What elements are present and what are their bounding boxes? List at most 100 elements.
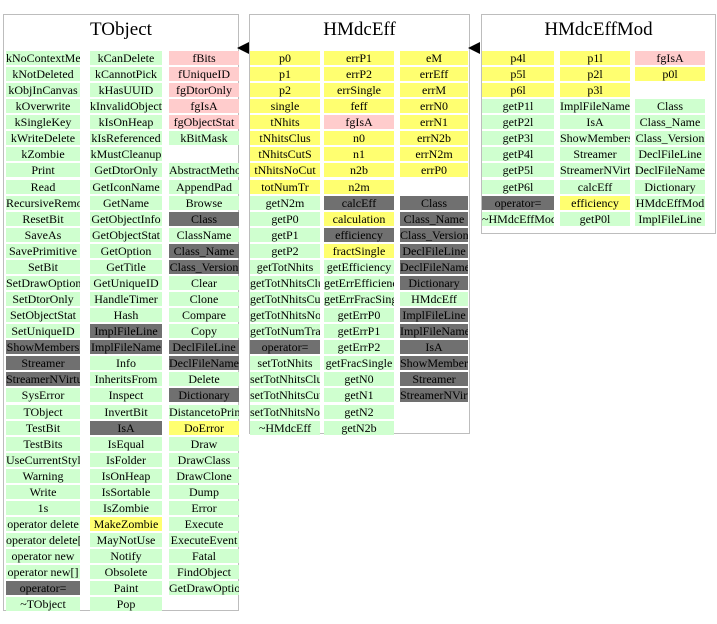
member-cell[interactable]: ClassName [169,228,239,242]
member-cell[interactable]: operator= [250,340,320,354]
member-cell[interactable]: IsA [560,115,630,129]
member-cell[interactable]: setTotNhitsCutS [250,388,320,402]
member-cell[interactable]: tNhitsNoCut [250,163,320,177]
member-cell[interactable]: getP2l [482,115,554,129]
member-cell[interactable]: AppendPad [169,180,239,194]
member-cell[interactable]: ExecuteEvent [169,533,239,547]
member-cell[interactable]: getErrFracSingle [324,292,394,306]
member-cell[interactable]: operator new [6,549,80,563]
member-cell[interactable]: n1 [324,147,394,161]
member-cell[interactable]: Delete [169,372,239,386]
member-cell[interactable]: fUniqueID [169,67,239,81]
member-cell[interactable]: efficiency [560,196,630,210]
member-cell[interactable]: DistancetoPrimitive [169,405,239,419]
member-cell[interactable]: kInvalidObject [90,99,162,113]
member-cell[interactable]: getTotNhitsCutS [250,292,320,306]
member-cell[interactable]: getN2 [324,405,394,419]
member-cell[interactable]: Fatal [169,549,239,563]
member-cell[interactable]: getTotNhitsNoCut [250,308,320,322]
member-cell[interactable]: fgIsA [324,115,394,129]
member-cell[interactable]: DeclFileName [635,163,705,177]
member-cell[interactable]: Info [90,356,162,370]
member-cell[interactable]: tNhitsCutS [250,147,320,161]
member-cell[interactable]: fractSingle [324,244,394,258]
member-cell[interactable]: ~TObject [6,597,80,611]
member-cell[interactable]: TestBit [6,421,80,435]
member-cell[interactable]: calculation [324,212,394,226]
member-cell[interactable]: errN1 [400,115,468,129]
member-cell[interactable]: Dictionary [169,388,239,402]
member-cell[interactable]: Class_Version [400,228,468,242]
member-cell[interactable]: p0l [635,67,705,81]
member-cell[interactable]: p0 [250,51,320,65]
member-cell[interactable]: ~HMdcEff [250,421,320,435]
member-cell[interactable]: p1l [560,51,630,65]
member-cell[interactable]: getErrP2 [324,340,394,354]
member-cell[interactable]: GetOption [90,244,162,258]
member-cell[interactable]: Class_Version [169,260,239,274]
member-cell[interactable]: kMustCleanup [90,147,162,161]
member-cell[interactable]: Dump [169,485,239,499]
member-cell[interactable]: Browse [169,196,239,210]
member-cell[interactable]: p1 [250,67,320,81]
member-cell[interactable]: getP6l [482,180,554,194]
member-cell[interactable]: efficiency [324,228,394,242]
member-cell[interactable]: ImplFileName [90,340,162,354]
member-cell[interactable]: Execute [169,517,239,531]
member-cell[interactable]: InvertBit [90,405,162,419]
member-cell[interactable]: ImplFileName [560,99,630,113]
member-cell[interactable]: p2l [560,67,630,81]
member-cell[interactable]: Class [400,196,468,210]
member-cell[interactable]: Notify [90,549,162,563]
member-cell[interactable]: setTotNhitsClus [250,372,320,386]
member-cell[interactable]: errN0 [400,99,468,113]
member-cell[interactable]: getN2m [250,196,320,210]
member-cell[interactable]: kBitMask [169,131,239,145]
member-cell[interactable]: DeclFileLine [400,244,468,258]
member-cell[interactable]: GetDrawOption [169,581,239,595]
member-cell[interactable]: n2b [324,163,394,177]
member-cell[interactable]: Compare [169,308,239,322]
member-cell[interactable]: Class_Name [635,115,705,129]
member-cell[interactable]: Read [6,180,80,194]
member-cell[interactable]: getP1l [482,99,554,113]
member-cell[interactable]: SetObjectStat [6,308,80,322]
member-cell[interactable]: IsFolder [90,453,162,467]
member-cell[interactable]: StreamerNVirtual [6,372,80,386]
member-cell[interactable]: DoError [169,421,239,435]
member-cell[interactable]: kOverwrite [6,99,80,113]
member-cell[interactable]: SetBit [6,260,80,274]
member-cell[interactable]: IsA [400,340,468,354]
member-cell[interactable]: totNumTr [250,180,320,194]
member-cell[interactable]: kSingleKey [6,115,80,129]
member-cell[interactable]: p5l [482,67,554,81]
member-cell[interactable]: feff [324,99,394,113]
member-cell[interactable]: DrawClone [169,469,239,483]
member-cell[interactable]: getP5l [482,163,554,177]
member-cell[interactable]: Class [169,212,239,226]
member-cell[interactable]: GetObjectInfo [90,212,162,226]
member-cell[interactable]: n2m [324,180,394,194]
member-cell[interactable]: Hash [90,308,162,322]
member-cell[interactable]: errSingle [324,83,394,97]
member-cell[interactable]: ImplFileLine [400,308,468,322]
member-cell[interactable]: GetTitle [90,260,162,274]
member-cell[interactable]: GetName [90,196,162,210]
member-cell[interactable]: fgIsA [169,99,239,113]
member-cell[interactable]: p4l [482,51,554,65]
member-cell[interactable]: setTotNhits [250,356,320,370]
member-cell[interactable]: IsZombie [90,501,162,515]
member-cell[interactable]: DeclFileName [400,260,468,274]
member-cell[interactable]: errN2b [400,131,468,145]
member-cell[interactable]: 1s [6,501,80,515]
member-cell[interactable]: TestBits [6,437,80,451]
member-cell[interactable]: Class [635,99,705,113]
member-cell[interactable]: eM [400,51,468,65]
member-cell[interactable]: getP0 [250,212,320,226]
member-cell[interactable]: getP4l [482,147,554,161]
member-cell[interactable]: Class_Version [635,131,705,145]
member-cell[interactable]: UseCurrentStyle [6,453,80,467]
member-cell[interactable]: ImplFileName [400,324,468,338]
member-cell[interactable]: fgObjectStat [169,115,239,129]
member-cell[interactable]: ShowMembers [6,340,80,354]
